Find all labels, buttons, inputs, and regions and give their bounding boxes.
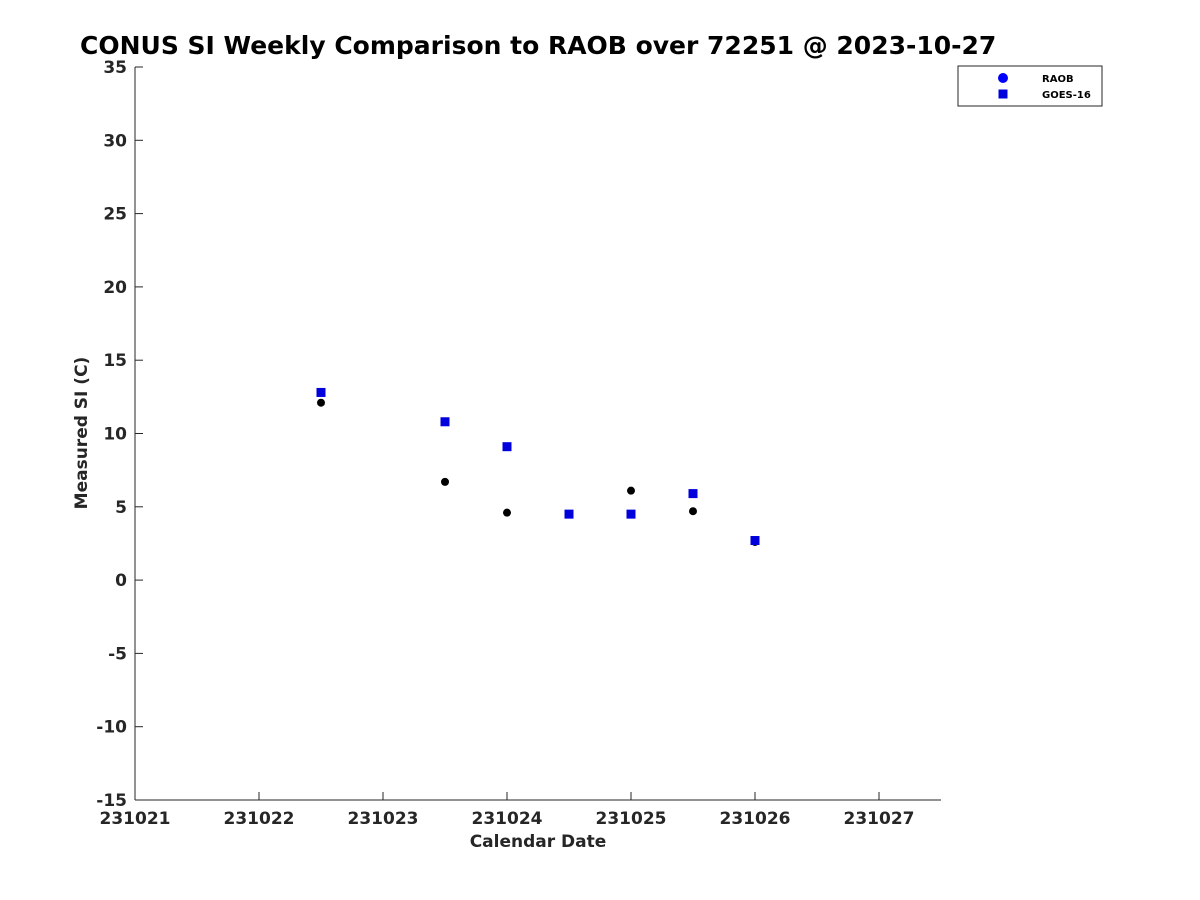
x-tick-label: 231025 — [596, 809, 667, 829]
y-ticks: -15 -10 -5 0 5 10 15 20 25 30 35 — [96, 58, 143, 811]
x-tick-label: 231023 — [348, 809, 419, 829]
x-axis-label: Calendar Date — [470, 832, 607, 852]
x-tick-label: 231021 — [100, 809, 171, 829]
goes16-point — [750, 536, 760, 546]
x-tick-label: 231022 — [224, 809, 295, 829]
y-tick-label: 0 — [115, 571, 127, 591]
raob-point — [317, 398, 325, 407]
series-group — [316, 387, 760, 546]
y-tick-label: 5 — [115, 498, 127, 518]
y-tick-label: -15 — [96, 791, 127, 811]
raob-point — [503, 508, 511, 517]
legend-label: GOES-16 — [1042, 90, 1091, 101]
legend-label: RAOB — [1042, 74, 1074, 85]
y-tick-label: 35 — [103, 58, 127, 78]
chart-title: CONUS SI Weekly Comparison to RAOB over … — [80, 31, 996, 60]
x-ticks: 231021 231022 231023 231024 231025 231026 2310… — [100, 792, 915, 829]
goes16-point — [316, 387, 326, 397]
y-axis-label: Measured SI (C) — [72, 357, 92, 510]
raob-point — [689, 507, 697, 516]
y-tick-label: 15 — [103, 351, 127, 371]
x-tick-label: 231024 — [472, 809, 543, 829]
y-tick-label: 10 — [103, 425, 127, 445]
goes16-point — [440, 417, 450, 427]
legend: RAOB GOES-16 — [957, 65, 1103, 107]
goes16-point — [688, 489, 698, 499]
x-tick-label: 231027 — [844, 809, 915, 829]
x-tick-label: 231026 — [720, 809, 791, 829]
raob-point — [627, 486, 635, 495]
legend-marker-raob — [998, 73, 1008, 83]
axes — [134, 67, 941, 801]
goes16-point — [626, 509, 636, 519]
goes16-point — [502, 442, 512, 452]
y-tick-label: 30 — [103, 131, 127, 151]
series-raob — [317, 398, 759, 546]
legend-marker-goes16 — [998, 89, 1008, 99]
y-tick-label: 20 — [103, 278, 127, 298]
y-tick-label: 25 — [103, 205, 127, 225]
raob-point — [441, 477, 449, 486]
goes16-point — [564, 509, 574, 519]
legend-box — [957, 65, 1103, 107]
y-tick-label: -10 — [96, 718, 127, 738]
y-tick-label: -5 — [108, 644, 127, 664]
legend-entries: RAOB GOES-16 — [998, 73, 1091, 101]
series-goes-16 — [316, 387, 760, 546]
